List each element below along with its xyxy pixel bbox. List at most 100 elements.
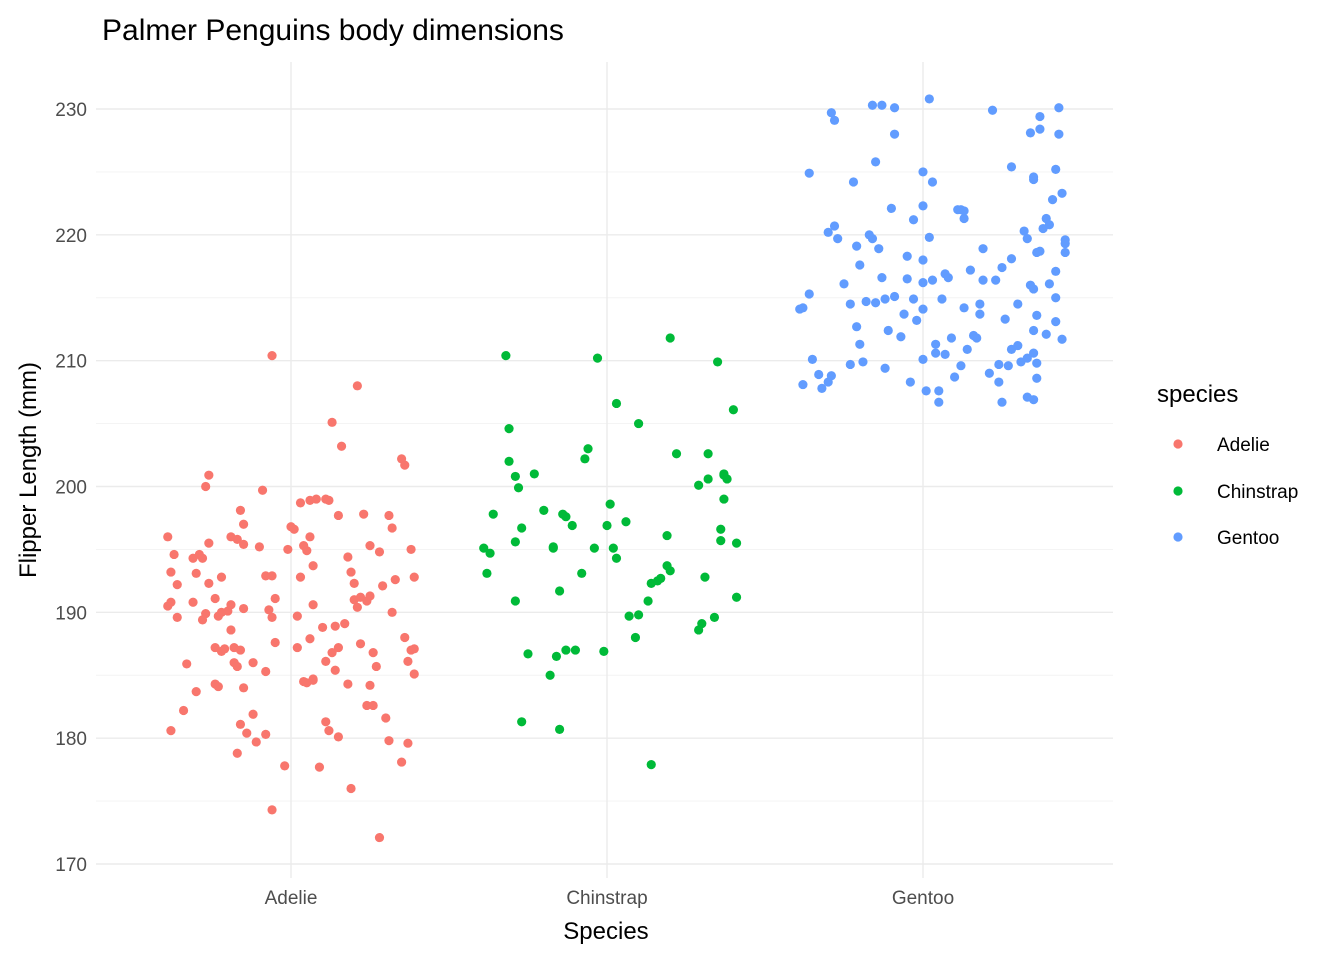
data-point-adelie <box>292 642 302 653</box>
data-point-gentoo <box>984 368 994 378</box>
data-point-chinstrap <box>555 586 565 596</box>
data-point-gentoo <box>1025 128 1036 138</box>
data-point-adelie <box>308 600 318 610</box>
data-point-adelie <box>330 621 340 631</box>
data-point-adelie <box>409 669 419 679</box>
data-point-gentoo <box>978 275 988 285</box>
data-point-adelie <box>163 532 173 542</box>
data-point-gentoo <box>1035 124 1045 134</box>
data-point-adelie <box>172 580 182 590</box>
data-point-gentoo <box>1054 129 1064 139</box>
data-point-chinstrap <box>728 405 739 415</box>
data-point-adelie <box>213 681 223 692</box>
data-point-gentoo <box>1060 239 1070 249</box>
data-point-gentoo <box>877 100 887 110</box>
data-point-gentoo <box>959 213 969 224</box>
data-point-chinstrap <box>539 505 549 516</box>
data-point-gentoo <box>987 105 998 115</box>
data-point-adelie <box>409 644 419 654</box>
data-point-adelie <box>374 832 385 843</box>
data-point-chinstrap <box>719 494 729 504</box>
data-point-gentoo <box>1003 361 1013 371</box>
data-point-adelie <box>197 553 208 563</box>
data-point-gentoo <box>908 294 919 304</box>
grid <box>96 62 1113 878</box>
data-point-chinstrap <box>621 517 631 527</box>
data-point-adelie <box>261 666 271 677</box>
x-tick-label: Gentoo <box>892 888 954 909</box>
data-point-chinstrap <box>722 474 732 484</box>
data-point-adelie <box>166 567 176 577</box>
data-point-adelie <box>220 644 230 654</box>
data-point-chinstrap <box>488 509 498 519</box>
data-point-chinstrap <box>589 543 599 553</box>
data-point-adelie <box>330 665 340 675</box>
data-point-chinstrap <box>713 357 723 367</box>
data-point-chinstrap <box>510 596 520 606</box>
data-point-chinstrap <box>561 512 571 522</box>
data-point-gentoo <box>1029 348 1039 358</box>
data-point-chinstrap <box>504 424 514 434</box>
data-point-adelie <box>368 700 378 711</box>
data-point-gentoo <box>1044 220 1054 230</box>
data-point-adelie <box>406 544 416 555</box>
data-point-gentoo <box>1047 195 1058 205</box>
x-tick-label: Chinstrap <box>566 888 647 909</box>
data-point-gentoo <box>833 234 843 244</box>
data-point-adelie <box>390 575 400 585</box>
data-point-chinstrap <box>523 649 533 659</box>
data-point-adelie <box>191 687 201 697</box>
data-point-gentoo <box>975 299 985 309</box>
data-point-adelie <box>352 381 362 391</box>
data-point-adelie <box>248 709 258 719</box>
data-point-gentoo <box>902 251 912 261</box>
data-point-gentoo <box>931 339 941 349</box>
data-point-gentoo <box>959 303 969 313</box>
data-point-gentoo <box>943 273 953 283</box>
data-point-adelie <box>232 661 242 672</box>
data-point-gentoo <box>845 299 855 309</box>
data-point-adelie <box>352 602 362 612</box>
data-point-adelie <box>283 544 293 555</box>
data-point-adelie <box>387 607 397 617</box>
data-point-adelie <box>191 568 201 578</box>
data-point-gentoo <box>1035 111 1045 122</box>
data-point-adelie <box>384 736 394 746</box>
data-point-adelie <box>235 505 246 516</box>
data-point-adelie <box>254 542 264 552</box>
data-point-adelie <box>239 683 249 693</box>
data-point-gentoo <box>959 206 969 216</box>
data-point-gentoo <box>994 359 1004 370</box>
data-point-adelie <box>355 639 366 649</box>
data-point-gentoo <box>1006 254 1017 264</box>
legend-key-gentoo <box>1173 532 1183 542</box>
data-point-gentoo <box>1032 310 1042 320</box>
data-point-adelie <box>267 571 277 581</box>
data-point-gentoo <box>950 372 960 382</box>
data-point-adelie <box>374 547 385 557</box>
data-point-gentoo <box>965 265 976 275</box>
data-point-adelie <box>318 622 328 633</box>
data-point-gentoo <box>889 291 900 302</box>
data-point-gentoo <box>804 289 814 299</box>
data-point-chinstrap <box>599 646 609 656</box>
data-point-adelie <box>188 597 198 607</box>
data-point-gentoo <box>918 255 928 265</box>
data-point-adelie <box>251 737 261 747</box>
data-point-adelie <box>239 603 249 614</box>
data-point-adelie <box>400 460 410 470</box>
data-point-adelie <box>292 611 302 621</box>
data-point-adelie <box>242 728 252 738</box>
data-point-adelie <box>387 523 397 533</box>
legend: species Adelie Chinstrap Gentoo <box>1157 381 1298 549</box>
data-point-adelie <box>239 539 249 549</box>
y-axis: 170 180 190 200 210 220 230 <box>55 100 87 876</box>
data-point-gentoo <box>871 298 881 308</box>
data-point-adelie <box>169 549 179 560</box>
data-point-adelie <box>365 541 375 551</box>
data-point-chinstrap <box>643 596 653 606</box>
data-point-chinstrap <box>634 418 644 429</box>
data-point-chinstrap <box>646 759 656 770</box>
data-point-chinstrap <box>570 645 581 655</box>
